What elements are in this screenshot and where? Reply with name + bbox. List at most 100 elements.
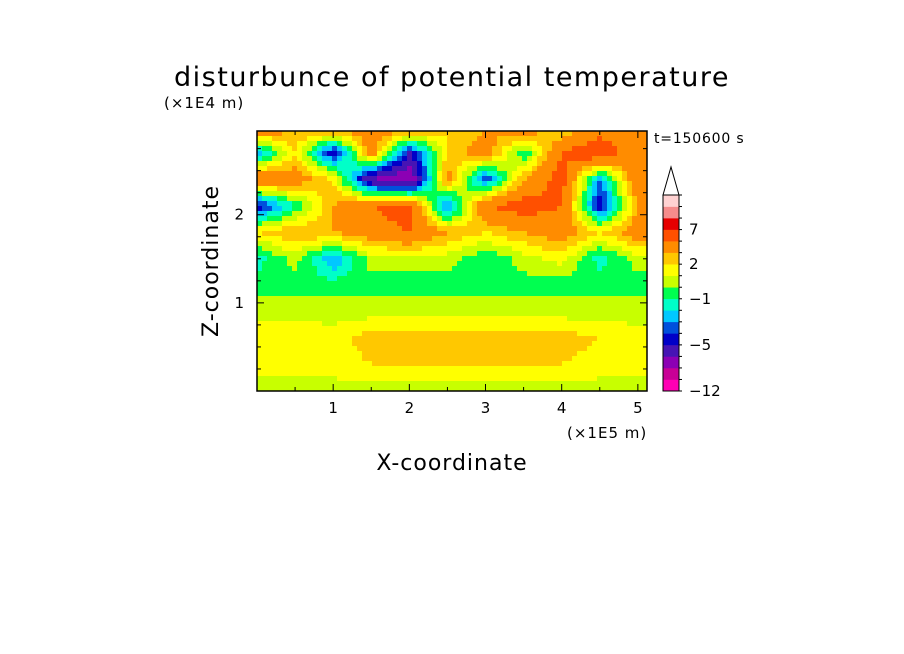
field-cell (257, 291, 263, 297)
field-cell (352, 246, 358, 252)
field-cell (587, 261, 593, 267)
field-cell (377, 356, 383, 362)
field-cell (337, 286, 343, 292)
field-cell (462, 381, 468, 387)
field-cell (407, 141, 413, 147)
colorbar-swatch (663, 367, 679, 380)
field-cell (482, 256, 488, 262)
field-cell (542, 231, 548, 237)
field-cell (507, 176, 513, 182)
colorbar-swatch (663, 310, 679, 323)
field-cell (412, 156, 418, 162)
field-cell (342, 291, 348, 297)
field-cell (462, 156, 468, 162)
field-cell (377, 181, 383, 187)
field-cell (637, 216, 643, 222)
field-cell (427, 201, 433, 207)
field-cell (552, 326, 558, 332)
field-cell (462, 331, 468, 337)
field-cell (642, 291, 647, 297)
field-cell (372, 321, 378, 327)
field-cell (472, 206, 478, 212)
field-cell (607, 341, 613, 347)
field-cell (522, 226, 528, 232)
field-cell (517, 201, 523, 207)
field-cell (432, 221, 438, 227)
field-cell (287, 181, 293, 187)
field-cell (622, 181, 628, 187)
field-cell (257, 161, 263, 167)
field-cell (547, 331, 553, 337)
field-cell (337, 166, 343, 172)
field-cell (457, 156, 463, 162)
field-cell (422, 351, 428, 357)
field-cell (402, 246, 408, 252)
field-cell (332, 341, 338, 347)
field-cell (292, 136, 298, 142)
field-cell (367, 286, 373, 292)
field-cell (522, 156, 528, 162)
field-cell (582, 306, 588, 312)
field-cell (617, 316, 623, 322)
field-cell (462, 201, 468, 207)
field-cell (622, 381, 628, 387)
field-cell (292, 196, 298, 202)
field-cell (552, 261, 558, 267)
field-cell (442, 351, 448, 357)
field-cell (282, 221, 288, 227)
field-cell (537, 201, 543, 207)
field-cell (282, 366, 288, 372)
field-cell (307, 161, 313, 167)
field-cell (582, 241, 588, 247)
field-cell (357, 206, 363, 212)
field-cell (567, 226, 573, 232)
field-cell (602, 301, 608, 307)
field-cell (607, 336, 613, 342)
field-cell (367, 381, 373, 387)
field-cell (442, 231, 448, 237)
field-cell (622, 146, 628, 152)
field-cell (442, 331, 448, 337)
field-cell (392, 291, 398, 297)
field-cell (272, 176, 278, 182)
field-cell (462, 326, 468, 332)
field-cell (357, 356, 363, 362)
field-cell (597, 191, 603, 197)
field-cell (517, 376, 523, 382)
field-cell (497, 191, 503, 197)
field-cell (377, 161, 383, 167)
field-cell (367, 151, 373, 157)
field-cell (532, 186, 538, 192)
field-cell (572, 206, 578, 212)
field-cell (557, 191, 563, 197)
field-cell (557, 316, 563, 322)
field-cell (432, 171, 438, 177)
field-cell (587, 161, 593, 167)
field-cell (277, 231, 283, 237)
field-cell (557, 216, 563, 222)
field-cell (622, 161, 628, 167)
field-cell (422, 131, 428, 137)
field-cell (482, 161, 488, 167)
field-cell (487, 366, 493, 372)
field-cell (452, 141, 458, 147)
field-cell (632, 151, 638, 157)
field-cell (402, 236, 408, 242)
field-cell (447, 386, 453, 391)
field-cell (257, 171, 263, 177)
field-cell (327, 136, 333, 142)
field-cell (602, 321, 608, 327)
field-cell (362, 196, 368, 202)
field-cell (587, 236, 593, 242)
field-cell (407, 321, 413, 327)
field-cell (312, 341, 318, 347)
field-cell (362, 306, 368, 312)
field-cell (317, 231, 323, 237)
colorbar-swatch (663, 344, 679, 357)
field-cell (422, 296, 428, 302)
field-cell (402, 261, 408, 267)
field-cell (282, 261, 288, 267)
field-cell (347, 341, 353, 347)
field-cell (552, 266, 558, 272)
field-cell (497, 291, 503, 297)
